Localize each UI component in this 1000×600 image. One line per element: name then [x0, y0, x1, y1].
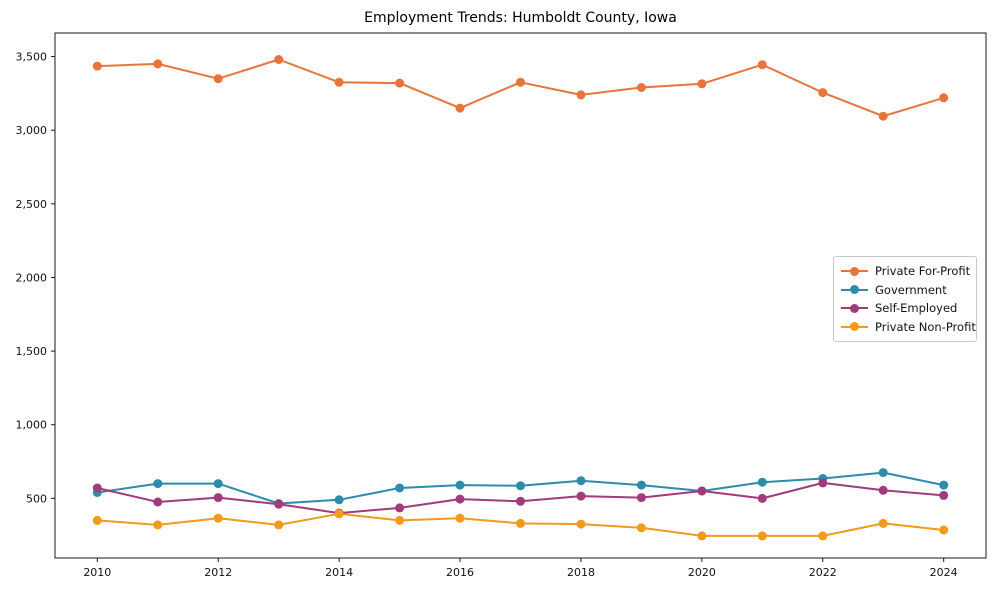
- data-point: [455, 494, 465, 504]
- legend-label: Self-Employed: [875, 301, 958, 316]
- x-tick-label: 2012: [204, 566, 232, 579]
- data-point: [334, 509, 344, 519]
- data-point: [939, 480, 949, 490]
- data-point: [878, 518, 888, 528]
- legend-marker-icon: [841, 303, 868, 313]
- data-point: [213, 513, 223, 523]
- legend-item-government: Government: [841, 283, 969, 297]
- data-point: [516, 481, 525, 491]
- data-point: [697, 486, 707, 496]
- x-tick-label: 2018: [567, 566, 595, 579]
- data-point: [92, 483, 102, 493]
- data-point: [757, 493, 767, 503]
- data-point: [878, 485, 888, 495]
- data-point: [939, 525, 949, 535]
- legend-dot-icon: [850, 322, 859, 332]
- y-tick-label: 1,000: [16, 419, 48, 432]
- legend-label: Private Non-Profit: [875, 319, 976, 334]
- data-point: [939, 490, 949, 500]
- data-point: [878, 468, 888, 478]
- y-tick-label: 500: [26, 492, 47, 505]
- data-point: [939, 93, 949, 103]
- data-point: [516, 77, 525, 87]
- data-point: [92, 515, 102, 525]
- series-line-private-for-profit: [97, 58, 944, 118]
- data-point: [576, 476, 586, 486]
- y-tick-label: 1,500: [16, 345, 48, 358]
- data-point: [818, 478, 828, 488]
- data-point: [818, 88, 828, 98]
- data-point: [818, 531, 828, 541]
- legend-marker-icon: [841, 266, 868, 276]
- data-point: [153, 520, 163, 530]
- y-tick-label: 3,000: [16, 124, 48, 137]
- data-point: [153, 497, 163, 507]
- data-point: [455, 513, 465, 523]
- x-tick-label: 2016: [446, 566, 474, 579]
- data-point: [395, 483, 405, 493]
- legend-marker-icon: [841, 285, 868, 295]
- legend: Private For-Profit Government Self-Emplo…: [833, 256, 977, 342]
- data-point: [455, 480, 465, 490]
- data-point: [757, 477, 767, 487]
- data-point: [636, 493, 646, 503]
- legend-marker-icon: [841, 322, 868, 332]
- x-tick-label: 2024: [930, 566, 958, 579]
- data-point: [636, 480, 646, 490]
- data-point: [274, 520, 284, 530]
- legend-dot-icon: [850, 266, 859, 276]
- data-point: [878, 111, 888, 121]
- legend-item-private-non-profit: Private Non-Profit: [841, 320, 976, 334]
- data-point: [395, 515, 405, 525]
- data-point: [213, 479, 223, 489]
- x-tick-label: 2010: [83, 566, 111, 579]
- data-point: [92, 61, 102, 71]
- data-point: [576, 519, 586, 529]
- legend-label: Government: [875, 282, 947, 297]
- legend-dot-icon: [850, 285, 859, 295]
- data-point: [697, 79, 707, 89]
- x-tick-label: 2014: [325, 566, 353, 579]
- data-point: [757, 60, 767, 70]
- plot-border: [54, 32, 987, 559]
- data-point: [213, 74, 223, 84]
- chart-title: Employment Trends: Humboldt County, Iowa: [364, 10, 677, 26]
- data-point: [395, 503, 405, 513]
- data-point: [455, 103, 465, 113]
- data-point: [334, 77, 344, 87]
- y-tick-label: 2,000: [16, 271, 48, 284]
- y-tick-label: 3,500: [16, 51, 48, 64]
- x-tick-label: 2020: [688, 566, 716, 579]
- y-tick-label: 2,500: [16, 198, 48, 211]
- data-point: [636, 523, 646, 533]
- data-point: [395, 78, 405, 88]
- legend-label: Private For-Profit: [875, 264, 971, 279]
- data-point: [576, 90, 586, 100]
- x-tick-label: 2022: [809, 566, 837, 579]
- data-point: [153, 479, 163, 489]
- data-point: [153, 59, 163, 69]
- legend-item-private-for-profit: Private For-Profit: [841, 264, 971, 279]
- legend-dot-icon: [850, 303, 859, 313]
- data-point: [697, 531, 707, 541]
- data-point: [757, 531, 767, 541]
- data-point: [274, 55, 284, 64]
- data-point: [576, 491, 586, 501]
- data-point: [334, 495, 344, 505]
- data-point: [636, 83, 646, 92]
- data-point: [274, 499, 284, 509]
- data-point: [516, 496, 525, 506]
- data-point: [516, 518, 525, 528]
- data-point: [213, 493, 223, 503]
- legend-item-self-employed: Self-Employed: [841, 301, 969, 315]
